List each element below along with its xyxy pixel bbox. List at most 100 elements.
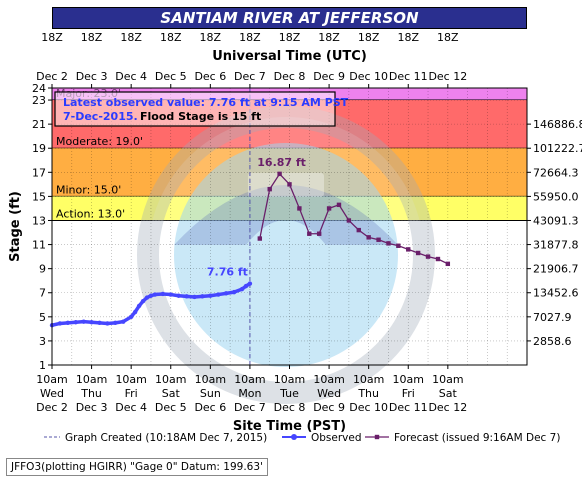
top-axis-tick-date: Dec 8 (274, 70, 306, 83)
forecast-point (257, 236, 263, 241)
observed-point (113, 320, 118, 326)
top-axis-tick-utc: 18Z (358, 31, 380, 44)
top-axis-tick-utc: 18Z (81, 31, 103, 44)
observed-point (160, 291, 166, 297)
x-axis-title: Site Time (PST) (233, 419, 346, 434)
y-axis-tick-label: 1 (39, 359, 46, 372)
bottom-axis-tick-day: Fri (125, 387, 138, 400)
bottom-axis-tick-date: Dec 7 (234, 401, 266, 414)
bottom-axis-tick-time: 10am (353, 373, 384, 386)
forecast-point (425, 254, 431, 259)
top-axis-title: Universal Time (UTC) (212, 49, 367, 64)
forecast-point (307, 231, 312, 236)
forecast-point (376, 237, 381, 242)
forecast-peak-label: 16.87 ft (257, 156, 306, 169)
observed-point (176, 293, 181, 298)
forecast-point (406, 247, 411, 252)
right-axis-tick-label: 13452.6 (533, 287, 579, 300)
forecast-point (445, 261, 451, 267)
observed-point (105, 321, 110, 326)
bottom-axis-tick-date: Dec 11 (389, 401, 428, 414)
y-axis-tick-label: 11 (32, 239, 46, 252)
top-axis-tick-date: Dec 12 (428, 70, 467, 83)
legend-forecast-label: Forecast (issued 9:16AM Dec 7) (394, 432, 560, 444)
forecast-point (386, 241, 391, 246)
noaa-watermark-bird (174, 185, 398, 245)
observed-point (128, 314, 134, 320)
forecast-point (336, 202, 342, 208)
forecast-point (346, 218, 352, 223)
top-axis-tick-date: Dec 10 (349, 70, 388, 83)
right-axis-tick-label: 146886.8 (533, 118, 582, 131)
forecast-point (356, 227, 361, 233)
flood-label-action: Action: 13.0' (56, 207, 125, 220)
bottom-axis-tick-date: Dec 6 (194, 401, 226, 414)
right-axis-tick-label: 31877.8 (533, 239, 579, 252)
forecast-point (297, 206, 302, 211)
forecast-point (277, 171, 282, 177)
bottom-axis-tick-time: 10am (432, 373, 463, 386)
observed-point (89, 320, 94, 325)
y-axis-title: Stage (ft) (8, 191, 23, 262)
bottom-axis-tick-day: Thu (80, 387, 102, 400)
bottom-axis-tick-time: 10am (234, 373, 265, 386)
y-axis-tick-label: 13 (32, 214, 46, 227)
flood-label-moderate: Moderate: 19.0' (56, 135, 143, 148)
observed-point (152, 292, 158, 297)
observed-point (192, 294, 197, 300)
forecast-point (435, 256, 441, 262)
bottom-axis-tick-date: Dec 2 (36, 401, 68, 414)
bottom-axis-tick-date: Dec 4 (115, 401, 147, 414)
observed-last-value-label: 7.76 ft (207, 266, 248, 279)
y-axis-tick-label: 23 (32, 94, 46, 107)
right-axis-tick-label: 2858.6 (533, 335, 572, 348)
bottom-axis-tick-date: Dec 12 (428, 401, 467, 414)
bottom-axis-tick-time: 10am (313, 373, 344, 386)
forecast-point (316, 231, 322, 236)
bottom-axis-tick-day: Wed (40, 387, 64, 400)
bottom-axis-tick-date: Dec 5 (155, 401, 187, 414)
observed-point (208, 293, 213, 298)
legend-observed-label: Observed (311, 432, 362, 444)
observed-point (243, 283, 249, 289)
top-axis-tick-utc: 18Z (279, 31, 301, 44)
right-axis-tick-label: 43091.3 (533, 214, 579, 227)
top-axis-tick-date: Dec 7 (234, 70, 266, 83)
observed-point (223, 291, 229, 296)
forecast-point (287, 182, 292, 187)
observed-point (168, 292, 173, 297)
top-axis-tick-utc: 18Z (239, 31, 261, 44)
noaa-watermark-disc (174, 143, 398, 367)
bottom-axis-tick-day: Mon (238, 387, 261, 400)
observed-point (73, 320, 78, 325)
gage-datum-footer: JFFO3(plotting HGIRR) "Gage 0" Datum: 19… (6, 458, 268, 476)
noaa-watermark-badge (248, 173, 324, 197)
forecast-point (366, 235, 371, 240)
bottom-axis-tick-day: Thu (357, 387, 379, 400)
bottom-axis-tick-time: 10am (393, 373, 424, 386)
y-axis-tick-label: 15 (32, 190, 46, 203)
flood-stage-note: Flood Stage is 15 ft (140, 110, 261, 123)
y-axis-tick-label: 19 (32, 142, 46, 155)
y-axis-tick-label: 24 (32, 82, 46, 95)
bottom-axis-tick-day: Sun (200, 387, 221, 400)
top-axis-tick-utc: 18Z (120, 31, 142, 44)
observed-point (247, 281, 253, 286)
latest-observed-line1: Latest observed value: 7.76 ft at 9:15 A… (63, 96, 349, 109)
right-axis-tick-label: 101222.7 (533, 142, 582, 155)
bottom-axis-tick-date: Dec 9 (313, 401, 345, 414)
bottom-axis-tick-time: 10am (76, 373, 107, 386)
legend-observed-swatch-marker (291, 434, 297, 440)
observed-point (57, 321, 63, 326)
bottom-axis-tick-day: Wed (317, 387, 341, 400)
y-axis-tick-label: 5 (39, 311, 46, 324)
top-axis-tick-date: Dec 2 (36, 70, 68, 83)
y-axis-tick-label: 17 (32, 166, 46, 179)
observed-point (132, 309, 138, 315)
observed-point (184, 294, 189, 299)
top-axis-tick-date: Dec 4 (115, 70, 147, 83)
observed-point (65, 320, 71, 326)
observed-point (216, 292, 221, 297)
forecast-point (326, 206, 332, 211)
